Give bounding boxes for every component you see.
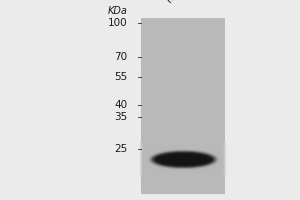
Text: 100: 100 — [108, 18, 128, 28]
Text: KDa: KDa — [108, 6, 127, 16]
Text: K562: K562 — [164, 0, 190, 4]
Text: 35: 35 — [114, 112, 128, 122]
Text: 40: 40 — [114, 100, 128, 110]
Text: 55: 55 — [114, 72, 128, 82]
Text: 70: 70 — [114, 52, 128, 62]
Text: 25: 25 — [114, 144, 128, 154]
